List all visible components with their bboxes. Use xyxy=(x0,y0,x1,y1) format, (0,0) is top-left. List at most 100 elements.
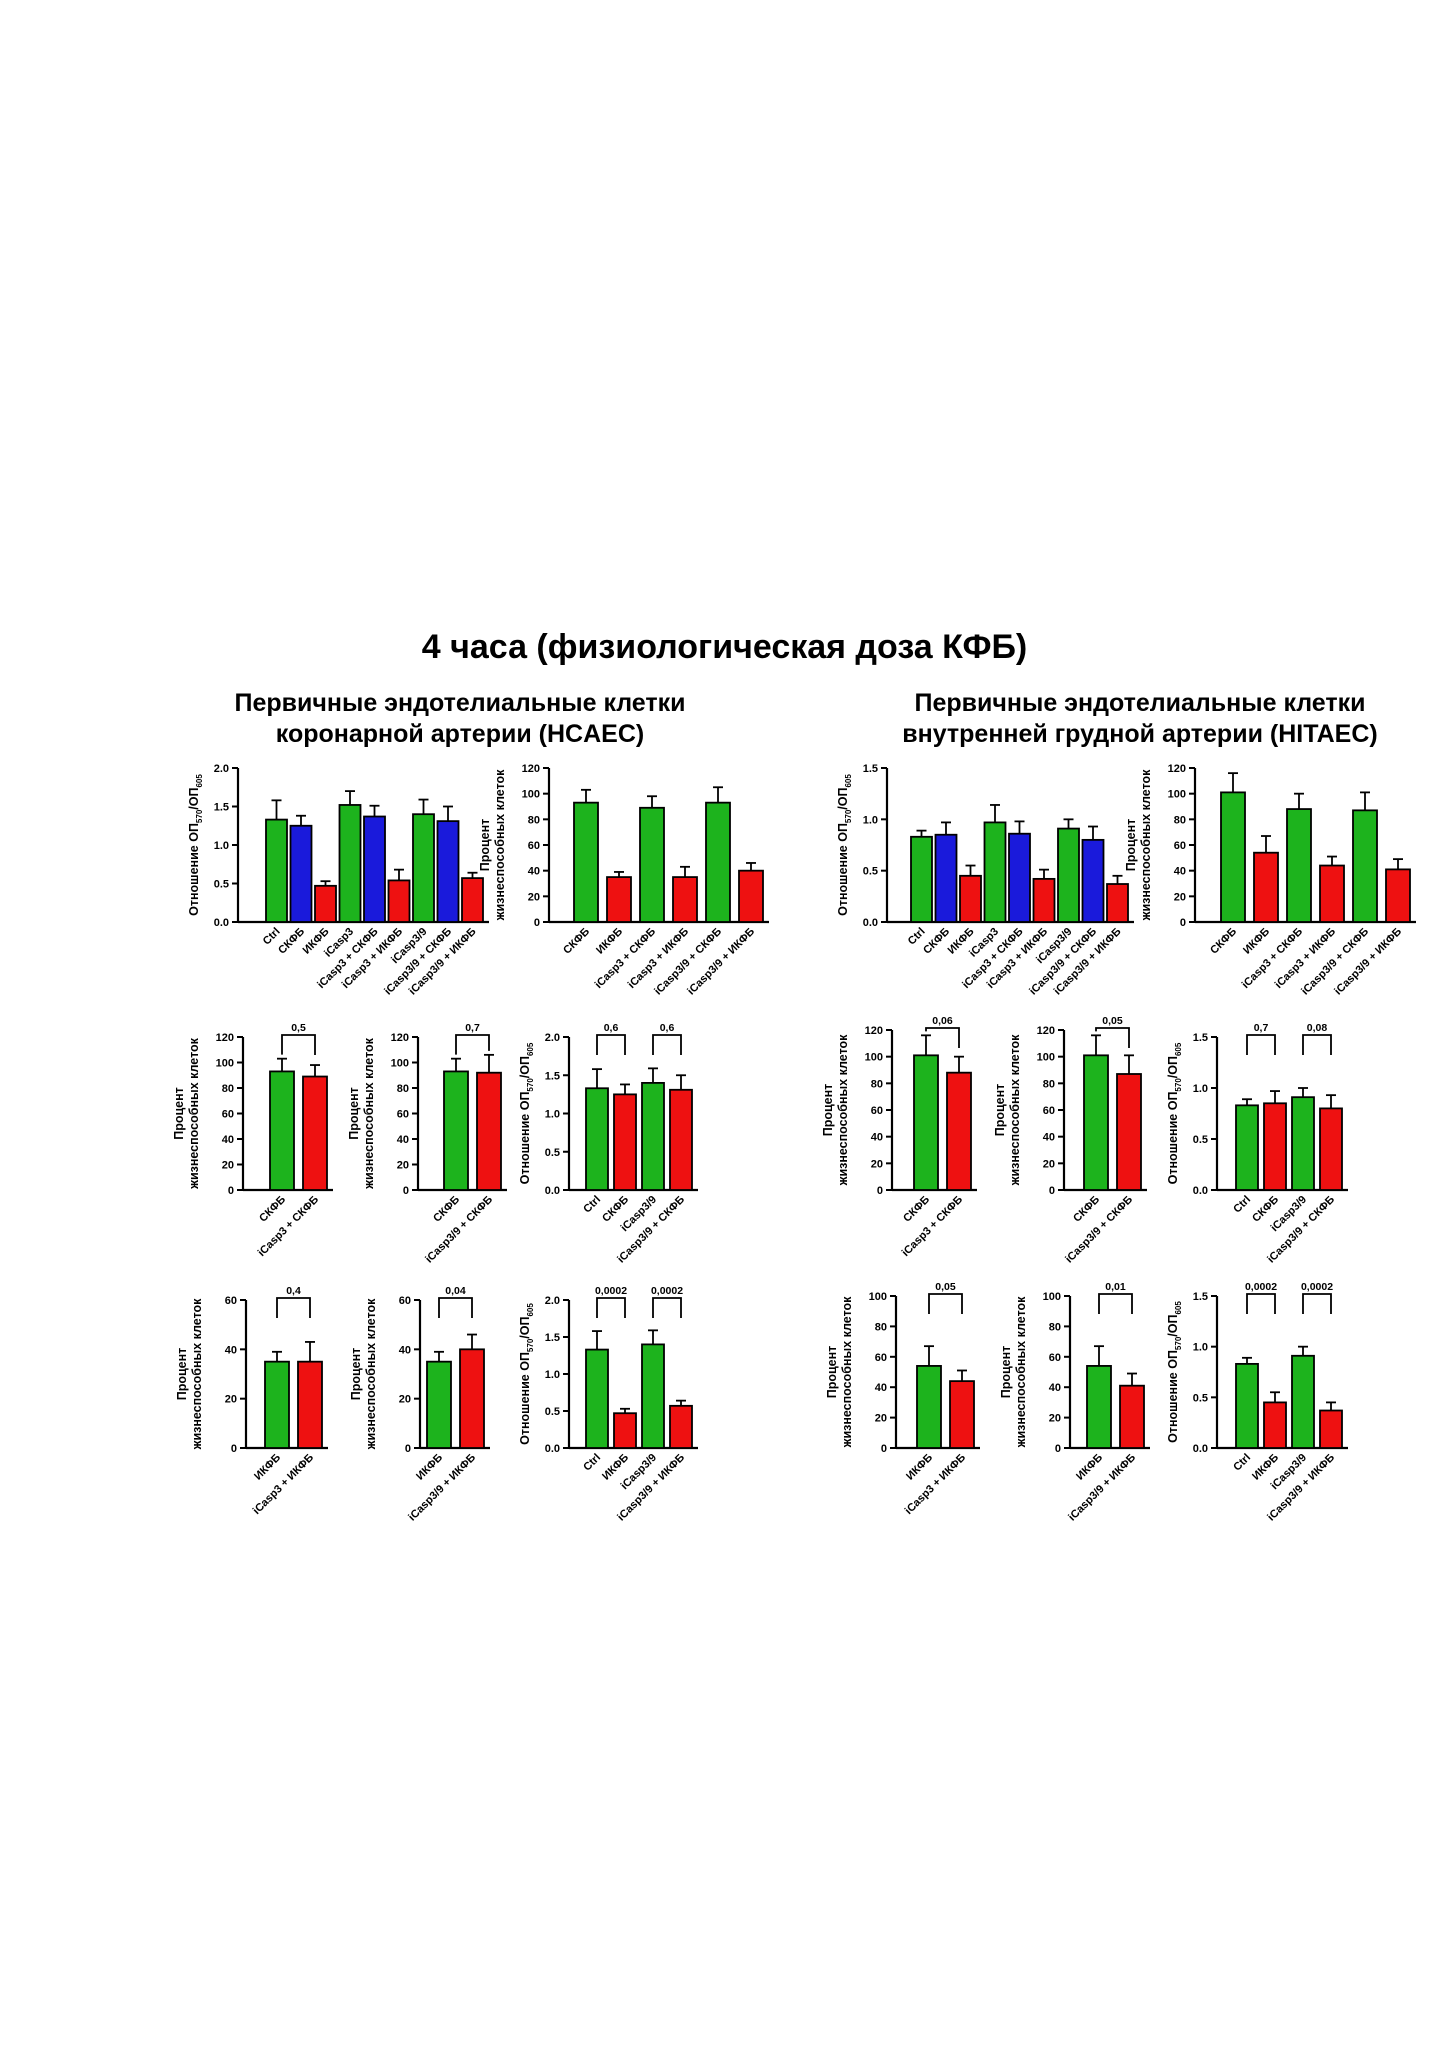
y-axis-label: Процентжизнеспособных клеток xyxy=(349,1298,378,1451)
y-tick-label: 60 xyxy=(1049,1352,1061,1364)
y-tick-label: 40 xyxy=(399,1344,411,1356)
y-tick-label: 1.5 xyxy=(1193,1032,1208,1044)
x-tick-label: iCasp3 + ИКФБ xyxy=(251,1452,316,1517)
bar xyxy=(1086,1365,1112,1449)
x-tick-label: ИКФБ xyxy=(1074,1452,1105,1483)
y-tick-label: 2.0 xyxy=(214,763,229,775)
y-tick-label: 60 xyxy=(399,1295,411,1307)
p-value-label: 0,6 xyxy=(604,1022,619,1034)
y-tick-label: 60 xyxy=(528,840,540,852)
bar xyxy=(669,1088,693,1191)
y-axis-label: Процентжизнеспособных клеток xyxy=(825,1296,854,1449)
bar xyxy=(934,833,958,923)
x-tick-label: iCasp3 + СКФБ xyxy=(1240,926,1305,991)
y-tick-label: 20 xyxy=(1174,891,1186,903)
bar xyxy=(387,879,411,923)
bar xyxy=(672,876,698,923)
significance-bracket xyxy=(596,1034,626,1055)
y-tick-label: 1.0 xyxy=(545,1369,560,1381)
y-tick-label: 20 xyxy=(225,1394,237,1406)
y-tick-label: 0.0 xyxy=(1193,1185,1208,1197)
y-tick-label: 100 xyxy=(1168,789,1186,801)
bar xyxy=(1352,809,1378,923)
significance-bracket xyxy=(1302,1034,1332,1055)
bar xyxy=(606,876,632,923)
y-axis-label: Отношение ОП570/ОП605 xyxy=(518,1303,535,1445)
panel-title-line: Первичные эндотелиальные клетки xyxy=(234,689,686,717)
bar xyxy=(412,813,435,923)
x-tick-label: Ctrl xyxy=(581,1452,603,1474)
y-tick-label: 0 xyxy=(1049,1185,1055,1197)
bar xyxy=(363,815,386,923)
significance-bracket xyxy=(455,1034,490,1055)
bar xyxy=(983,821,1007,923)
bar xyxy=(314,884,337,923)
bar xyxy=(1319,1107,1343,1191)
p-value-label: 0,4 xyxy=(286,1285,301,1297)
y-tick-label: 60 xyxy=(397,1109,409,1121)
p-value-label: 0,7 xyxy=(1254,1022,1269,1034)
y-tick-label: 80 xyxy=(1049,1321,1061,1333)
x-tick-label: СКФБ xyxy=(901,1194,932,1225)
y-tick-label: 0.5 xyxy=(1193,1134,1208,1146)
bar xyxy=(1263,1401,1287,1449)
x-tick-label: iCasp3 + СКФБ xyxy=(593,926,658,991)
bar xyxy=(1220,791,1246,923)
significance-bracket xyxy=(438,1297,473,1318)
y-tick-label: 80 xyxy=(1174,814,1186,826)
bar xyxy=(265,818,288,923)
significance-bracket xyxy=(596,1297,626,1318)
y-axis-label: Процентжизнеспособных клеток xyxy=(175,1298,204,1451)
significance-bracket xyxy=(1098,1293,1133,1314)
p-value-label: 0,5 xyxy=(291,1022,306,1034)
y-tick-label: 0.0 xyxy=(1193,1443,1208,1455)
y-tick-label: 0 xyxy=(405,1443,411,1455)
bar xyxy=(1286,808,1312,923)
y-tick-label: 0.5 xyxy=(545,1147,560,1159)
y-tick-label: 20 xyxy=(1043,1158,1055,1170)
chart-hcaec-percent-all: 0 20 40 60 80 100 120 Процентжизнеспособных кле… xyxy=(478,763,769,997)
bar xyxy=(613,1093,637,1191)
bar xyxy=(1083,1054,1109,1191)
bar xyxy=(946,1071,972,1191)
bar xyxy=(302,1075,328,1191)
chart-hcaec-percent-icasp3-skfb: 0 20 40 60 80 100 120 Процентжизнеспособных кле… xyxy=(172,1022,333,1259)
significance-bracket xyxy=(1095,1027,1130,1048)
y-tick-label: 40 xyxy=(1043,1132,1055,1144)
bar xyxy=(1032,877,1056,923)
p-value-label: 0,0002 xyxy=(651,1285,683,1297)
bar xyxy=(910,835,933,923)
bar xyxy=(426,1360,452,1449)
y-tick-label: 100 xyxy=(869,1291,887,1303)
bar xyxy=(916,1365,942,1449)
p-value-label: 0,08 xyxy=(1307,1022,1328,1034)
panel-title-line: внутренней грудной артерии (HITAEC) xyxy=(902,720,1378,748)
p-value-label: 0,01 xyxy=(1105,1281,1126,1293)
y-tick-label: 1.0 xyxy=(545,1109,560,1121)
y-axis-label: Процентжизнеспособных клеток xyxy=(993,1034,1022,1187)
significance-bracket xyxy=(1246,1034,1276,1055)
bar xyxy=(1235,1362,1259,1449)
bar xyxy=(585,1348,609,1449)
y-tick-label: 1.0 xyxy=(214,840,229,852)
y-tick-label: 40 xyxy=(871,1132,883,1144)
chart-hitaec-percent-icasp3-ikfb: 0 20 40 60 80 100 Процентжизнеспособных клеток… xyxy=(825,1281,980,1517)
x-tick-label: СКФБ xyxy=(431,1194,462,1225)
y-tick-label: 0.5 xyxy=(863,866,878,878)
chart-hitaec-percent-icasp39-ikfb: 0 20 40 60 80 100 Процентжизнеспособных клеток… xyxy=(999,1281,1150,1523)
y-tick-label: 120 xyxy=(216,1032,234,1044)
bar xyxy=(1119,1384,1145,1449)
y-tick-label: 1.5 xyxy=(863,763,878,775)
x-tick-label: ИКФБ xyxy=(252,1452,283,1483)
y-tick-label: 1.0 xyxy=(1193,1342,1208,1354)
y-axis-label: Отношение ОП570/ОП605 xyxy=(1166,1301,1183,1443)
x-tick-label: Ctrl xyxy=(1231,1194,1253,1216)
x-tick-label: СКФБ xyxy=(276,926,307,957)
y-tick-label: 40 xyxy=(1174,866,1186,878)
bar xyxy=(297,1360,323,1449)
y-tick-label: 60 xyxy=(225,1295,237,1307)
y-tick-label: 20 xyxy=(397,1160,409,1172)
bar xyxy=(269,1070,295,1191)
y-tick-label: 0 xyxy=(228,1185,234,1197)
